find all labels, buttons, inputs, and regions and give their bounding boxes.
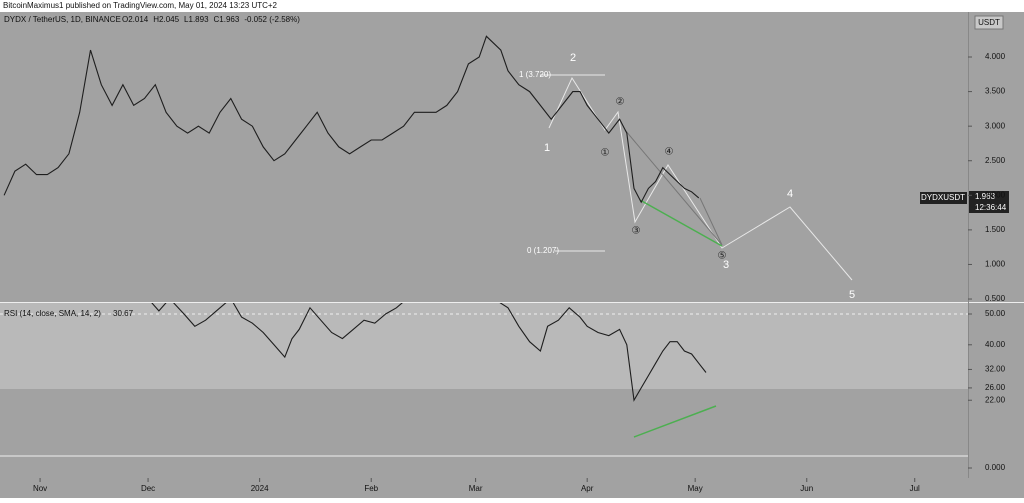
y-tick-label: 1.000	[985, 260, 1006, 269]
wave-annotation: 4	[787, 188, 793, 200]
y-tick-label: 1.500	[985, 225, 1006, 234]
x-tick-label: Feb	[364, 484, 378, 493]
price-title: DYDX / TetherUS, 1D, BINANCE	[4, 15, 121, 24]
legend-value: L1.893	[184, 15, 209, 24]
wave-annotation: 3	[723, 259, 729, 271]
series-group	[3, 35, 700, 204]
wave-annotation: 1	[544, 142, 550, 154]
series-line	[151, 303, 707, 402]
currency: USDT	[978, 18, 1000, 27]
wave-lines	[540, 74, 853, 281]
plot-background	[0, 12, 968, 478]
y-tick-label: 22.00	[985, 395, 1006, 404]
header-text: BitcoinMaximus1 published on TradingView…	[3, 1, 278, 10]
y-tick-label: 3.500	[985, 87, 1006, 96]
series-line	[3, 35, 700, 204]
wave-annotation: ③	[632, 226, 641, 237]
wave-count-line	[548, 76, 853, 281]
x-tick-label: Apr	[581, 484, 594, 493]
wave-annotation: ⑤	[718, 251, 727, 262]
last-box	[969, 191, 1009, 213]
y-tick-label: 0.000	[985, 463, 1006, 472]
header-bar	[0, 0, 1024, 12]
rsi-title: RSI (14, close, SMA, 14, 2)	[4, 309, 101, 318]
x-axis-background	[0, 478, 968, 498]
x-tick-label: 2024	[251, 484, 269, 493]
y-tick-label: 2.500	[985, 156, 1006, 165]
rsi-band	[0, 303, 968, 389]
y-tick-label: 2.000	[985, 190, 1006, 199]
channel-line	[624, 129, 723, 246]
wave-annotation: ②	[616, 97, 625, 108]
x-tick-label: Dec	[141, 484, 155, 493]
divergence-price	[639, 199, 723, 247]
y-tick-label: 32.00	[985, 365, 1006, 374]
wave-annotation: 2	[570, 52, 576, 64]
currency-box	[974, 15, 1004, 30]
wave-annotation: ①	[601, 148, 610, 159]
legend-value: C1.963	[214, 15, 240, 24]
symbol-label: DYDXUSDT	[921, 193, 965, 202]
x-tick-label: Jul	[910, 484, 920, 493]
y-tick-label: 4.000	[985, 52, 1006, 61]
x-tick-label: Nov	[33, 484, 47, 493]
last-label: 1.963	[975, 192, 996, 201]
x-tick-label: Jun	[800, 484, 813, 493]
y-tick-label: 50.00	[985, 309, 1006, 318]
series-group	[151, 303, 707, 402]
legend-value: H2.045	[153, 15, 179, 24]
symbol-box	[920, 192, 967, 204]
wave-annotation: 1 (3.720)	[519, 70, 551, 79]
y-tick-label: 3.000	[985, 121, 1006, 130]
wave-annotation: ④	[665, 147, 674, 158]
wave-annotation: 5	[849, 289, 855, 301]
countdown: 12:36:44	[975, 203, 1007, 212]
legend-value: -0.052 (-2.58%)	[244, 15, 300, 24]
wave-annotation: 0 (1.207)	[527, 246, 559, 255]
divergence-rsi	[633, 405, 717, 438]
y-tick-label: 26.00	[985, 383, 1006, 392]
axis-background	[968, 12, 1024, 498]
x-tick-label: May	[688, 484, 703, 493]
y-tick-label: 0.500	[985, 294, 1006, 303]
x-tick-label: Mar	[469, 484, 483, 493]
rsi-last: 30.67	[113, 309, 134, 318]
legend-value: O2.014	[122, 15, 149, 24]
y-tick-label: 40.00	[985, 340, 1006, 349]
